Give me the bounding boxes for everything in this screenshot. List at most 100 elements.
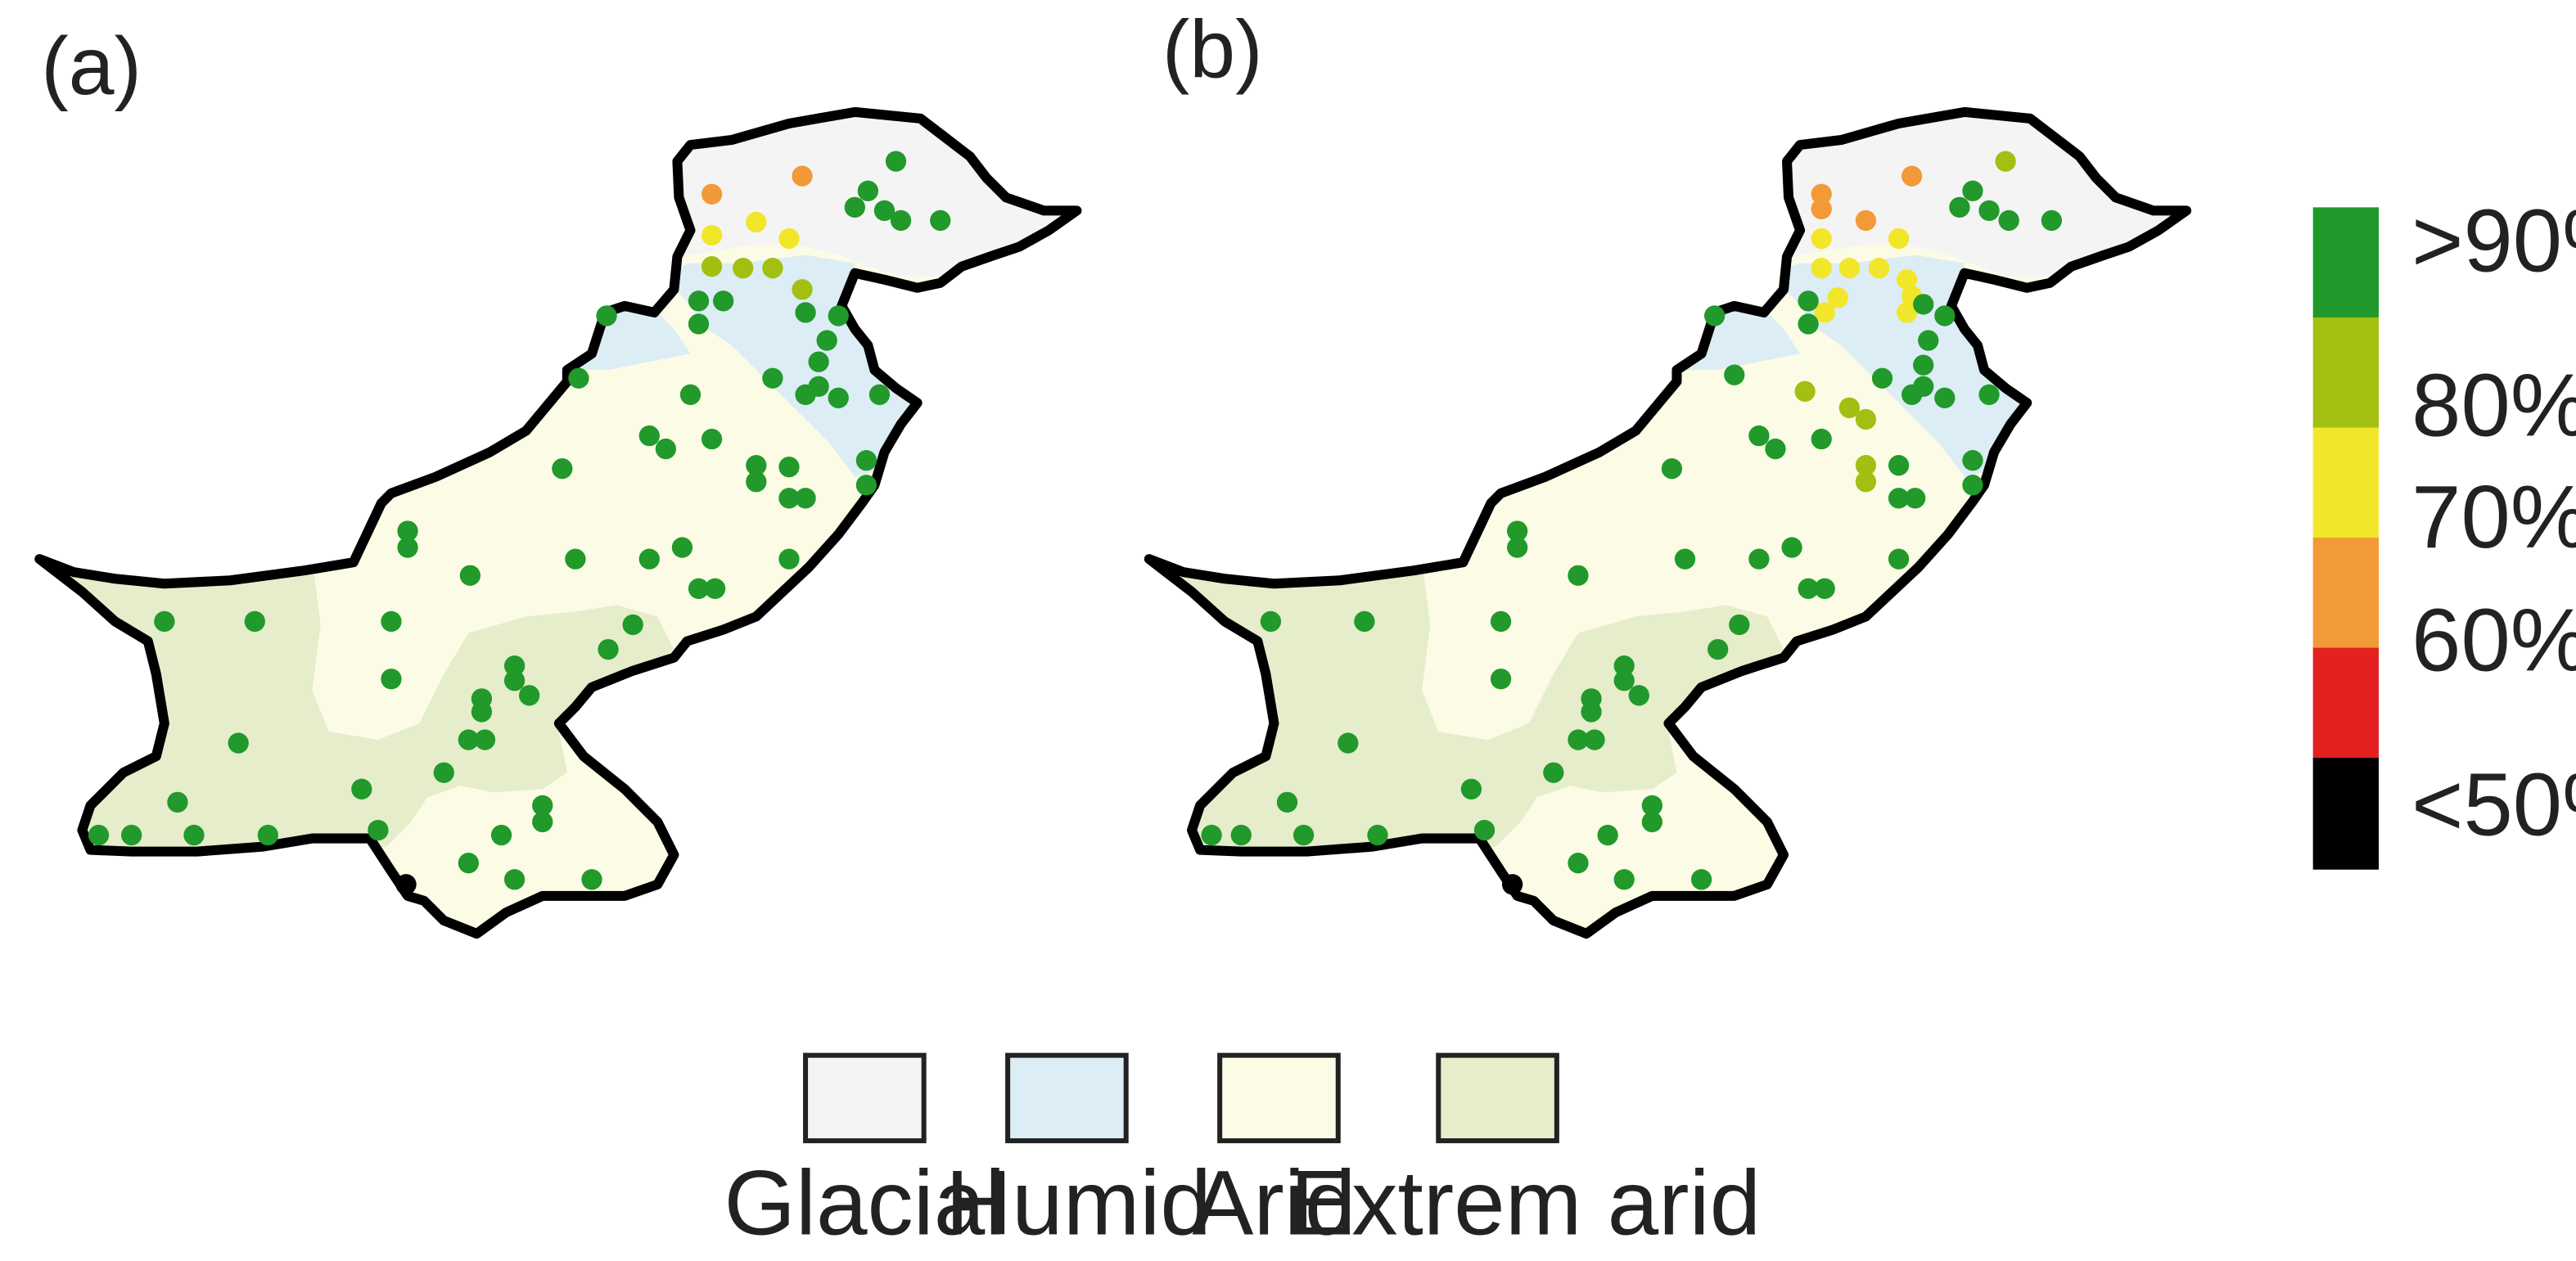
station-point-a-19 (795, 302, 816, 323)
colorbar-label-5: <50% (2411, 755, 2576, 854)
station-point-a-8 (701, 224, 723, 246)
station-point-a-49 (778, 548, 800, 570)
station-point-a-65 (622, 614, 643, 636)
station-point-b-70 (1708, 638, 1729, 660)
station-point-b-26 (1871, 367, 1893, 389)
station-point-b-39 (1765, 438, 1786, 460)
station-point-b-19 (1814, 302, 1835, 323)
station-point-b-25 (1918, 330, 1939, 351)
station-point-a-26 (795, 384, 816, 405)
panel-label-b: (b) (1162, 4, 1263, 96)
station-point-a-74 (121, 824, 142, 846)
station-point-b-34 (1855, 408, 1877, 430)
station-point-b-18 (1827, 287, 1848, 308)
station-point-b-4 (1855, 209, 1877, 232)
station-point-b-74 (1597, 824, 1618, 846)
station-point-a-14 (792, 279, 813, 300)
station-point-b-81 (1293, 824, 1315, 846)
station-point-b-37 (1724, 364, 1745, 385)
colorbar-bin-5 (2312, 647, 2380, 760)
station-point-b-58 (1490, 610, 1512, 633)
station-point-a-20 (828, 305, 849, 327)
station-point-b-8 (1998, 209, 2019, 232)
station-point-b-52 (1781, 537, 1802, 558)
station-point-a-34 (746, 471, 767, 493)
station-point-a-72 (433, 762, 454, 783)
station-point-b-35 (1855, 455, 1877, 476)
station-point-b-9 (2041, 209, 2063, 232)
station-point-a-41 (397, 520, 418, 542)
station-point-b-71 (1729, 614, 1750, 636)
station-point-a-21 (816, 330, 837, 351)
station-point-a-2 (885, 151, 907, 172)
station-point-a-12 (733, 258, 754, 279)
station-point-a-63 (474, 729, 496, 750)
station-point-a-44 (565, 548, 586, 570)
station-point-a-17 (712, 290, 734, 312)
station-point-a-9 (746, 211, 767, 233)
station-point-b-80 (1230, 824, 1252, 846)
station-point-b-82 (1367, 824, 1388, 846)
legend-label-humid: Humid (945, 1151, 1211, 1254)
station-point-b-38 (1748, 425, 1770, 447)
station-point-b-31 (1978, 384, 2000, 405)
station-point-b-33 (1838, 397, 1860, 419)
station-point-a-28 (568, 367, 589, 389)
station-point-a-53 (381, 669, 402, 690)
colorbar-bin-1 (2312, 207, 2380, 319)
station-point-b-61 (1460, 778, 1482, 799)
colorbar: >90% 80% 70% 60% <50% (2312, 191, 2576, 870)
legend-swatch-humid (1005, 1052, 1129, 1144)
station-point-b-1 (1811, 198, 1832, 220)
station-point-a-43 (459, 565, 481, 586)
station-point-b-47 (1507, 520, 1528, 542)
station-point-a-73 (88, 824, 110, 846)
station-point-b-55 (1888, 548, 1910, 570)
station-point-b-15 (1896, 269, 1918, 290)
station-point-a-51 (244, 610, 265, 633)
station-point-a-61 (471, 701, 493, 723)
station-point-b-50 (1674, 548, 1696, 570)
station-point-b-75 (1568, 853, 1589, 874)
station-point-a-23 (808, 351, 829, 372)
station-point-a-54 (228, 732, 249, 754)
station-point-b-68 (1568, 729, 1589, 750)
station-point-a-66 (532, 795, 553, 817)
station-point-a-15 (596, 305, 617, 327)
station-point-b-2 (1901, 165, 1923, 187)
station-point-a-69 (458, 853, 480, 874)
station-point-b-72 (1641, 795, 1662, 817)
station-point-a-70 (503, 869, 526, 890)
station-point-a-10 (778, 227, 800, 250)
station-point-a-6 (890, 209, 912, 232)
station-point-b-23 (1913, 294, 1934, 315)
station-point-b-40 (1811, 428, 1832, 450)
climate-zones-b (1148, 111, 2187, 934)
station-point-a-46 (671, 537, 693, 558)
station-point-a-42 (397, 537, 418, 558)
station-point-b-79 (1201, 824, 1222, 846)
station-point-b-78 (1543, 762, 1564, 783)
station-point-b-84 (1501, 874, 1523, 895)
station-point-b-24 (1934, 305, 1956, 327)
station-point-b-73 (1641, 811, 1662, 833)
station-point-a-58 (503, 670, 526, 691)
station-point-a-36 (778, 488, 800, 509)
station-point-b-27 (1913, 354, 1934, 376)
stations-b (1201, 151, 2063, 895)
station-point-a-77 (368, 819, 389, 841)
station-point-a-32 (701, 428, 723, 450)
station-point-a-67 (532, 811, 553, 833)
station-point-a-40 (552, 458, 573, 480)
station-point-a-4 (857, 180, 879, 201)
station-point-a-22 (762, 367, 783, 389)
station-point-a-62 (458, 729, 480, 750)
station-point-b-69 (1584, 729, 1605, 750)
station-point-b-60 (1338, 732, 1359, 754)
station-point-a-64 (598, 638, 619, 660)
station-point-b-63 (1613, 655, 1635, 677)
station-point-b-54 (1814, 578, 1835, 599)
zone-legend: Glacial Humid Arid Extrem arid (724, 1052, 1761, 1254)
station-point-a-47 (688, 578, 710, 599)
